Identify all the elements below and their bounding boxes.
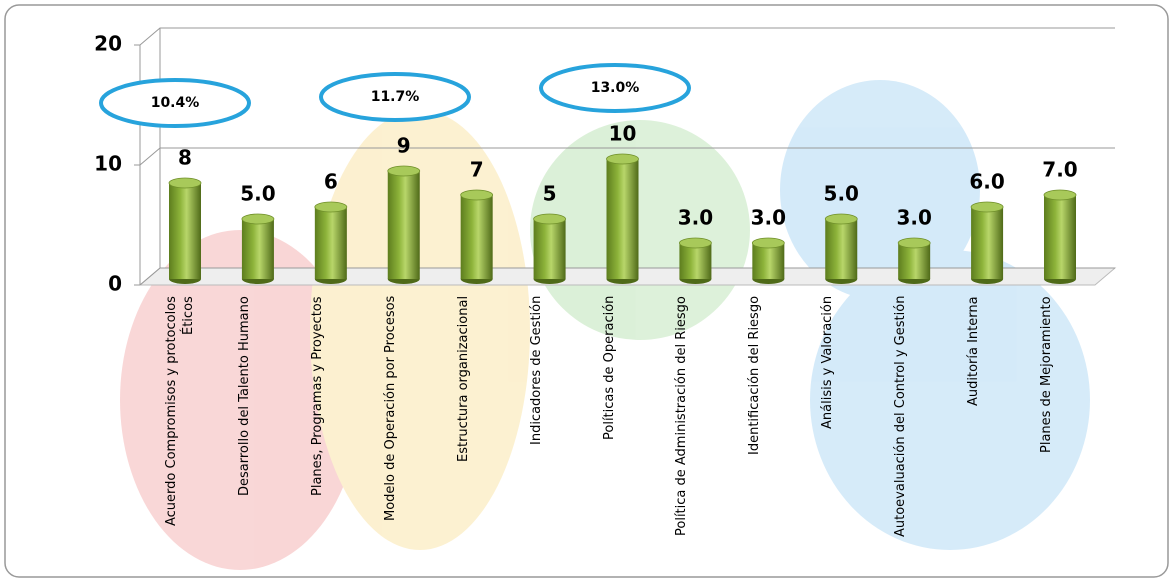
annotation-ellipse: [319, 72, 471, 122]
x-tick-label: Planes, Programas y Proyectos: [309, 296, 325, 496]
x-tick-label: Políticas de Operación: [601, 296, 617, 441]
value-label: 8: [178, 146, 192, 170]
value-label: 6.0: [969, 170, 1004, 194]
bar: [387, 171, 420, 279]
annotation-ellipse: [539, 63, 691, 113]
x-tick-label: Desarrollo del Talento Humano: [236, 296, 252, 496]
value-label: 5: [543, 182, 557, 206]
bar-top: [387, 165, 421, 177]
bar-top: [314, 201, 348, 213]
bar-top: [241, 213, 275, 225]
annotation-ellipse: [99, 78, 251, 128]
bar: [752, 243, 785, 279]
y-tick-label: 0: [108, 272, 122, 296]
bar: [169, 183, 201, 279]
value-label: 5.0: [240, 182, 275, 206]
bar: [898, 243, 931, 279]
annotation: 13.0%: [591, 80, 640, 96]
bar-top: [460, 189, 494, 201]
annotation: 11.7%: [371, 89, 420, 105]
bar-top: [533, 213, 566, 225]
value-label: 7.0: [1042, 158, 1077, 182]
value-label: 7: [470, 158, 484, 182]
y-tick-label: 20: [94, 32, 122, 56]
bar: [606, 159, 639, 279]
bar-top: [168, 177, 202, 189]
x-tick-label: Autoevaluación del Control y Gestión: [893, 296, 909, 538]
y-tick-label: 10: [94, 152, 122, 176]
x-tick-label: Planes de Mejoramiento: [1039, 296, 1054, 453]
annotation: 10.4%: [151, 95, 200, 111]
x-tick-label: Análisis y Valoración: [820, 296, 836, 430]
background-figure: [120, 230, 360, 570]
bar: [1044, 195, 1076, 279]
x-tick-label: Indicadores de Gestión: [528, 296, 544, 446]
bar-top: [897, 237, 931, 249]
bar: [679, 243, 712, 279]
value-label: 3.0: [896, 206, 931, 230]
value-label: 10: [609, 122, 637, 146]
bar-top: [824, 213, 858, 225]
bar-top: [1043, 189, 1077, 201]
x-tick-label: Política de Administración del Riesgo: [674, 296, 690, 536]
bar-top: [970, 201, 1004, 213]
value-label: 3.0: [678, 206, 713, 230]
bar-top: [751, 237, 785, 249]
value-label: 5.0: [824, 182, 859, 206]
value-label: 6: [324, 170, 338, 194]
bar: [241, 219, 274, 279]
value-label: 9: [397, 134, 411, 158]
x-tick-label: Auditoría Interna: [966, 296, 982, 406]
x-tick-label: Acuerdo Compromisos y protocolos Éticos: [164, 296, 196, 526]
bar: [460, 195, 493, 279]
x-tick-label: Modelo de Operación por Procesos: [382, 296, 398, 522]
bar: [533, 219, 566, 279]
bar: [971, 207, 1004, 279]
x-tick-label: Estructura organizacional: [455, 296, 471, 463]
x-tick-label: Identificación del Riesgo: [747, 296, 763, 456]
bar: [825, 219, 858, 279]
background-figure: [810, 250, 1090, 550]
bar-top: [606, 153, 639, 165]
bar-top: [679, 237, 712, 249]
value-label: 3.0: [751, 206, 786, 230]
bar: [314, 207, 347, 279]
